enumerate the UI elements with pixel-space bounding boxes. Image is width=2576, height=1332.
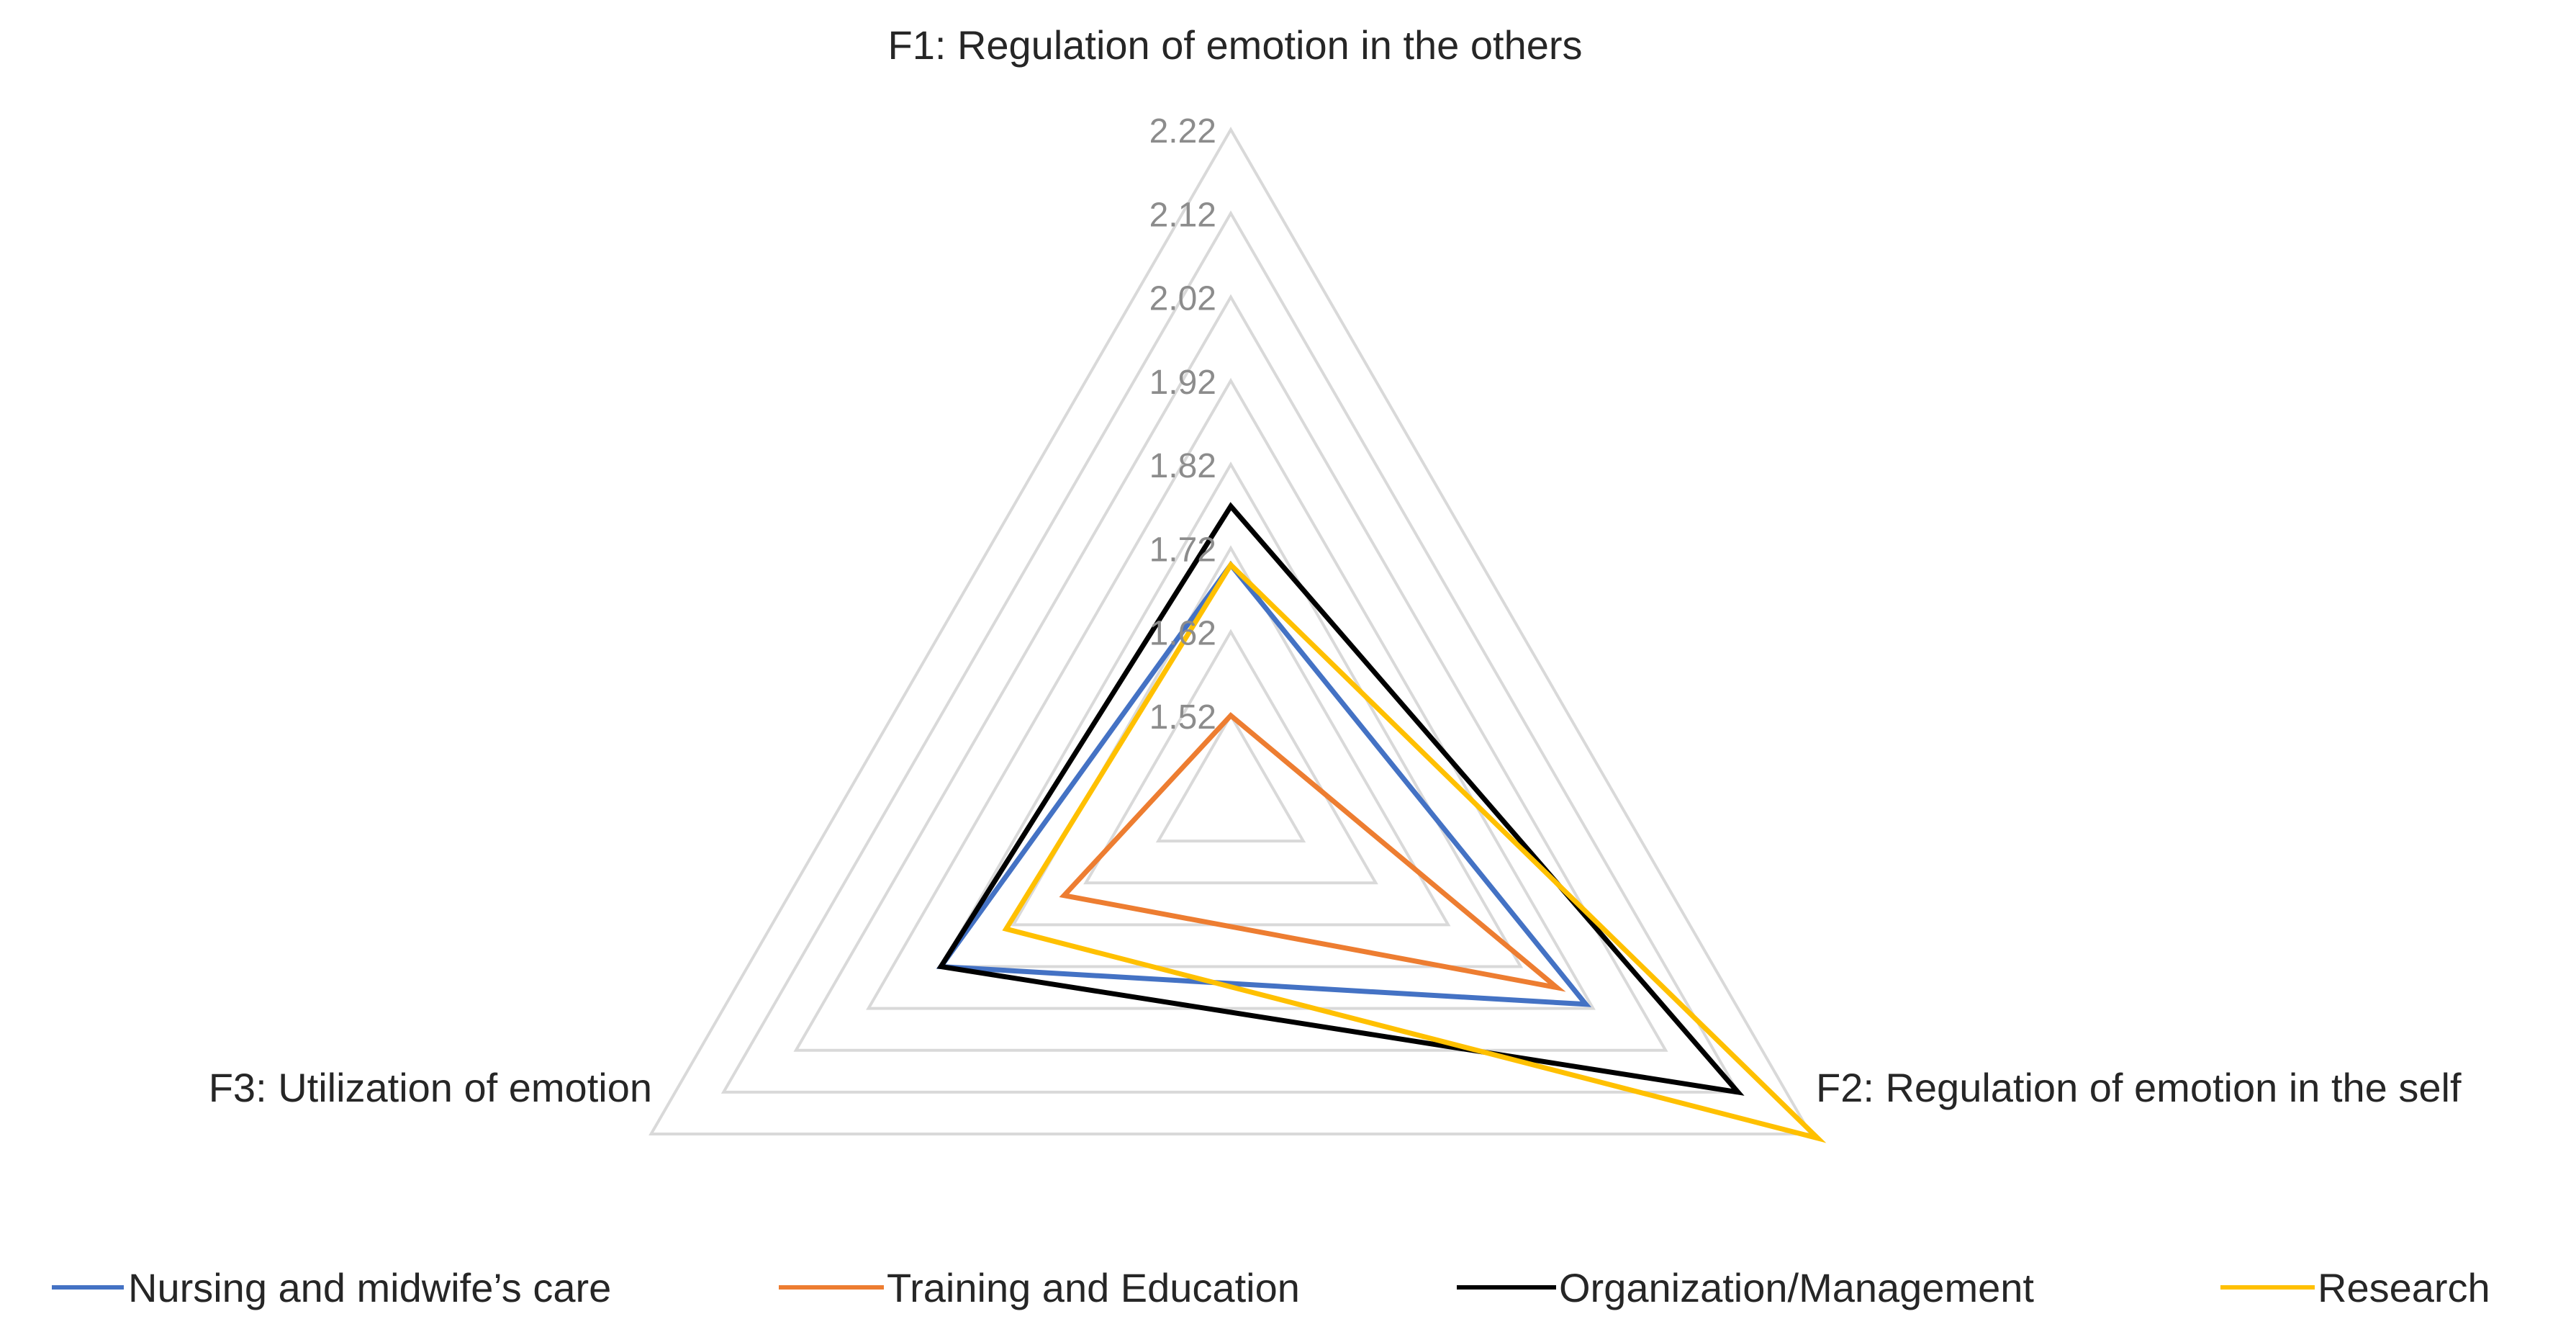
series-line-3 [1002,560,1827,1143]
series-line-1 [1059,711,1566,992]
series-layer [936,502,1827,1143]
grid-ring-6 [793,294,1668,1052]
tick-label-6: 2.12 [1149,196,1216,234]
tick-label-2: 1.72 [1149,531,1216,569]
grid-ring-5 [866,377,1596,1010]
axis-title-f1: F1: Regulation of emotion in the others [887,22,1582,68]
legend-label-nursing: Nursing and midwife’s care [128,1265,611,1310]
axis-title-f2: F2: Regulation of emotion in the self [1816,1065,2462,1110]
tick-label-0: 1.52 [1149,698,1216,737]
grid-ring-2 [1083,629,1378,885]
tick-label-3: 1.82 [1149,447,1216,485]
tick-label-5: 2.02 [1149,280,1216,318]
legend-label-organization: Organization/Management [1559,1265,2034,1310]
legend-item-nursing: Nursing and midwife’s care [52,1265,611,1310]
legend-item-organization: Organization/Management [1457,1265,2034,1310]
grid-layer [648,126,1813,1135]
axis-title-f3: F3: Utilization of emotion [209,1065,652,1110]
grid-ring-8 [648,126,1813,1135]
tick-label-4: 1.92 [1149,364,1216,402]
series-line-2 [936,502,1745,1096]
legend: Nursing and midwife’s care Training and … [52,1265,2490,1310]
tick-layer: 1.52 1.62 1.72 1.82 1.92 2.02 2.12 2.22 [1149,112,1216,737]
legend-label-research: Research [2318,1265,2490,1310]
grid-ring-1 [1155,712,1306,843]
grid-ring-3 [1011,545,1451,927]
tick-label-1: 1.62 [1149,615,1216,653]
legend-item-training: Training and Education [779,1265,1300,1310]
legend-item-research: Research [2220,1265,2490,1310]
grid-ring-4 [938,461,1524,968]
tick-label-7: 2.22 [1149,112,1216,150]
grid-ring-7 [720,210,1741,1094]
series-line-0 [936,560,1591,1007]
legend-label-training: Training and Education [887,1265,1300,1310]
